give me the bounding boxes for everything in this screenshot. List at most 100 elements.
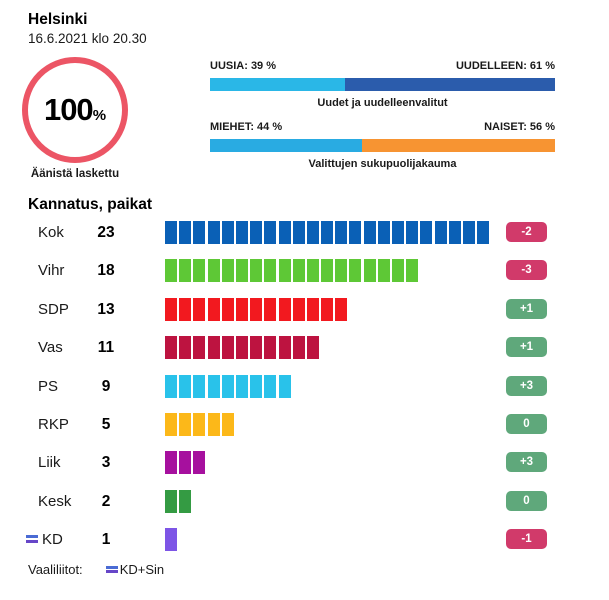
seat-segment bbox=[207, 374, 220, 398]
uusia-bar-segment bbox=[210, 78, 345, 91]
seat-segment bbox=[165, 221, 177, 244]
seat-segment bbox=[278, 221, 291, 244]
seat-segment bbox=[264, 336, 277, 360]
seat-count: 5 bbox=[101, 416, 111, 433]
seat-segment bbox=[406, 259, 419, 283]
seat-segment bbox=[221, 374, 234, 398]
alliance-legend: Vaaliliitot: KD+Sin bbox=[28, 562, 164, 577]
seat-segment bbox=[335, 259, 348, 283]
seat-count: 2 bbox=[101, 492, 111, 510]
seat-segment bbox=[278, 297, 291, 321]
seat-segment bbox=[377, 221, 390, 244]
party-row-sdp: SDP 13 +1 bbox=[0, 294, 609, 325]
seat-segment bbox=[207, 413, 220, 436]
seat-segment bbox=[165, 413, 177, 436]
seat-segment bbox=[363, 259, 376, 283]
seat-segment bbox=[292, 221, 305, 244]
seat-count: 23 bbox=[97, 224, 115, 241]
seat-segment bbox=[221, 336, 234, 360]
seat-segment bbox=[278, 336, 291, 360]
seat-segment bbox=[193, 451, 206, 475]
seat-count: 18 bbox=[97, 262, 115, 280]
party-label: Vihr bbox=[38, 262, 65, 280]
seat-change-badge: -2 bbox=[506, 222, 547, 242]
page-title: Helsinki bbox=[28, 11, 88, 28]
seat-change-badge: 0 bbox=[506, 490, 547, 511]
seat-count: 11 bbox=[97, 339, 115, 357]
seat-segments-bar bbox=[165, 259, 419, 283]
party-row-kesk: Kesk 2 0 bbox=[0, 486, 609, 517]
seat-segment bbox=[250, 259, 263, 283]
alliance-icon bbox=[105, 565, 118, 574]
seat-count: 9 bbox=[101, 377, 111, 395]
seat-segment bbox=[278, 374, 291, 398]
seat-change-badge: -3 bbox=[506, 260, 547, 281]
seat-segment bbox=[235, 221, 248, 244]
new-vs-reelected-bar-group: UUSIA: 39 % UUDELLEEN: 61 % Uudet ja uud… bbox=[210, 60, 555, 109]
timestamp: 16.6.2021 klo 20.30 bbox=[28, 31, 147, 46]
votes-counted-ring: 100% bbox=[22, 57, 128, 163]
party-label: Kok bbox=[38, 224, 64, 241]
seat-segment bbox=[250, 297, 263, 321]
seat-segment bbox=[477, 221, 490, 244]
counted-label: Äänistä laskettu bbox=[30, 168, 120, 180]
seat-change-badge: +3 bbox=[506, 375, 547, 396]
seat-segment bbox=[193, 259, 206, 283]
seat-segment bbox=[448, 221, 461, 244]
seat-segment bbox=[165, 489, 177, 513]
seat-segment bbox=[235, 374, 248, 398]
new-vs-reelected-caption: Uudet ja uudelleenvalitut bbox=[317, 97, 448, 109]
seat-segment bbox=[179, 297, 192, 321]
seat-change-badge: 0 bbox=[506, 414, 547, 434]
party-row-vihr: Vihr 18 -3 bbox=[0, 255, 609, 286]
seat-segment bbox=[165, 336, 177, 360]
seat-segment bbox=[193, 297, 206, 321]
seat-segment bbox=[179, 489, 192, 513]
seat-segment bbox=[235, 259, 248, 283]
party-row-kok: Kok 23 -2 bbox=[0, 217, 609, 248]
seat-segment bbox=[377, 259, 390, 283]
seat-segment bbox=[306, 221, 319, 244]
uudelleen-bar-segment bbox=[344, 78, 555, 91]
seat-segments-bar bbox=[165, 489, 192, 513]
seat-segment bbox=[278, 259, 291, 283]
seat-change-badge: -1 bbox=[506, 529, 547, 550]
seat-segment bbox=[165, 297, 177, 321]
seat-segment bbox=[235, 297, 248, 321]
seat-segment bbox=[335, 297, 348, 321]
seat-segment bbox=[221, 259, 234, 283]
seat-count: 1 bbox=[101, 531, 111, 549]
counted-percent-value: 100 bbox=[43, 92, 94, 127]
seat-segment bbox=[193, 413, 206, 436]
miehet-bar-segment bbox=[210, 139, 362, 152]
seat-segment bbox=[221, 221, 234, 244]
party-label: Kesk bbox=[38, 492, 72, 510]
seats-heading: Kannatus, paikat bbox=[28, 196, 153, 213]
seat-segment bbox=[264, 374, 277, 398]
party-label: SDP bbox=[38, 300, 69, 318]
seat-segment bbox=[250, 374, 263, 398]
miehet-label: MIEHET: 44 % bbox=[210, 121, 283, 133]
seat-segment bbox=[321, 297, 334, 321]
seat-segment bbox=[292, 259, 305, 283]
seat-segment bbox=[392, 221, 404, 244]
seat-segment bbox=[207, 221, 220, 244]
naiset-bar-segment bbox=[361, 139, 555, 152]
new-vs-reelected-bar bbox=[210, 78, 555, 91]
seat-segment bbox=[363, 221, 376, 244]
seat-segment bbox=[264, 259, 277, 283]
gender-caption: Valittujen sukupuolijakauma bbox=[308, 158, 457, 170]
seat-count: 13 bbox=[97, 300, 115, 318]
seat-segment bbox=[306, 259, 319, 283]
gender-bar-group: MIEHET: 44 % NAISET: 56 % Valittujen suk… bbox=[210, 121, 555, 170]
party-row-kd: KD 1 -1 bbox=[0, 524, 609, 555]
seat-count: 3 bbox=[101, 454, 111, 472]
seat-segment bbox=[179, 374, 192, 398]
naiset-label: NAISET: 56 % bbox=[484, 121, 555, 133]
seat-segment bbox=[349, 259, 362, 283]
seat-segment bbox=[264, 297, 277, 321]
party-label: KD bbox=[42, 531, 63, 549]
seat-segment bbox=[250, 221, 263, 244]
alliance-legend-text: KD+Sin bbox=[119, 562, 165, 577]
